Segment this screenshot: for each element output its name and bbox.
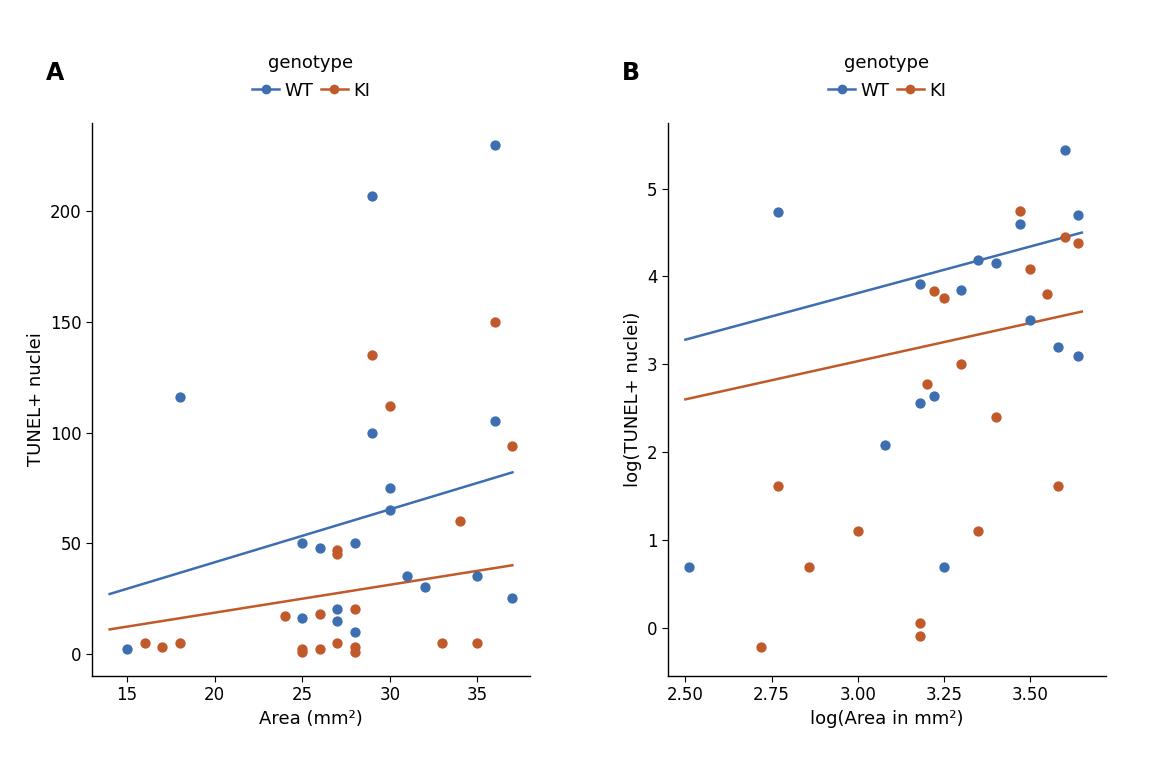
Point	[433, 637, 452, 649]
Point	[328, 637, 347, 649]
Point	[1055, 231, 1074, 243]
Point	[311, 607, 329, 620]
Point	[1021, 263, 1039, 275]
Point	[363, 426, 381, 439]
Point	[1010, 217, 1029, 230]
Point	[910, 631, 929, 643]
Point	[1021, 314, 1039, 326]
X-axis label: Area (mm²): Area (mm²)	[259, 710, 363, 728]
Point	[934, 291, 953, 303]
Point	[416, 581, 434, 594]
Point	[380, 482, 399, 494]
Point	[1038, 288, 1056, 300]
Point	[346, 645, 364, 657]
Point	[311, 643, 329, 655]
Point	[986, 257, 1005, 270]
Y-axis label: log(TUNEL+ nuclei): log(TUNEL+ nuclei)	[623, 312, 642, 487]
Point	[346, 625, 364, 637]
Point	[363, 190, 381, 202]
Point	[311, 541, 329, 554]
Point	[770, 205, 788, 217]
Legend: WT, KI: WT, KI	[252, 55, 370, 100]
Point	[503, 439, 522, 452]
Point	[924, 389, 942, 402]
Point	[924, 285, 942, 297]
Point	[399, 570, 417, 582]
Point	[170, 391, 189, 403]
Point	[275, 610, 294, 622]
Point	[346, 537, 364, 549]
Point	[986, 411, 1005, 423]
Point	[503, 592, 522, 604]
Point	[1048, 340, 1067, 353]
Point	[752, 641, 771, 653]
Point	[1069, 350, 1087, 362]
Point	[328, 544, 347, 556]
Point	[328, 604, 347, 616]
Point	[486, 139, 505, 151]
Point	[969, 525, 987, 537]
Point	[293, 645, 311, 657]
Point	[1069, 237, 1087, 250]
Point	[346, 604, 364, 616]
Point	[380, 400, 399, 412]
Point	[680, 561, 698, 573]
Point	[486, 316, 505, 328]
Point	[293, 537, 311, 549]
Point	[153, 641, 172, 654]
Point	[136, 637, 154, 649]
Point	[346, 641, 364, 654]
Point	[801, 561, 819, 573]
Point	[952, 358, 970, 370]
Point	[380, 504, 399, 516]
Y-axis label: TUNEL+ nuclei: TUNEL+ nuclei	[26, 333, 45, 466]
Point	[910, 397, 929, 409]
Point	[1069, 209, 1087, 221]
Point	[969, 253, 987, 266]
Point	[1048, 480, 1067, 492]
Point	[486, 415, 505, 428]
Point	[363, 349, 381, 361]
Legend: WT, KI: WT, KI	[828, 55, 946, 100]
Point	[910, 617, 929, 629]
Point	[170, 637, 189, 649]
Point	[328, 548, 347, 561]
Point	[934, 561, 953, 573]
Text: A: A	[46, 61, 65, 85]
Point	[293, 643, 311, 655]
Point	[118, 643, 136, 655]
Point	[770, 480, 788, 492]
Point	[917, 379, 935, 391]
Point	[849, 525, 867, 537]
Point	[328, 614, 347, 627]
Point	[293, 612, 311, 624]
Point	[468, 637, 486, 649]
Point	[1055, 144, 1074, 156]
Point	[468, 570, 486, 582]
Point	[910, 278, 929, 290]
Text: B: B	[622, 61, 641, 85]
Point	[877, 439, 895, 451]
Point	[450, 515, 469, 527]
X-axis label: log(Area in mm²): log(Area in mm²)	[810, 710, 964, 728]
Point	[952, 283, 970, 296]
Point	[1010, 204, 1029, 217]
